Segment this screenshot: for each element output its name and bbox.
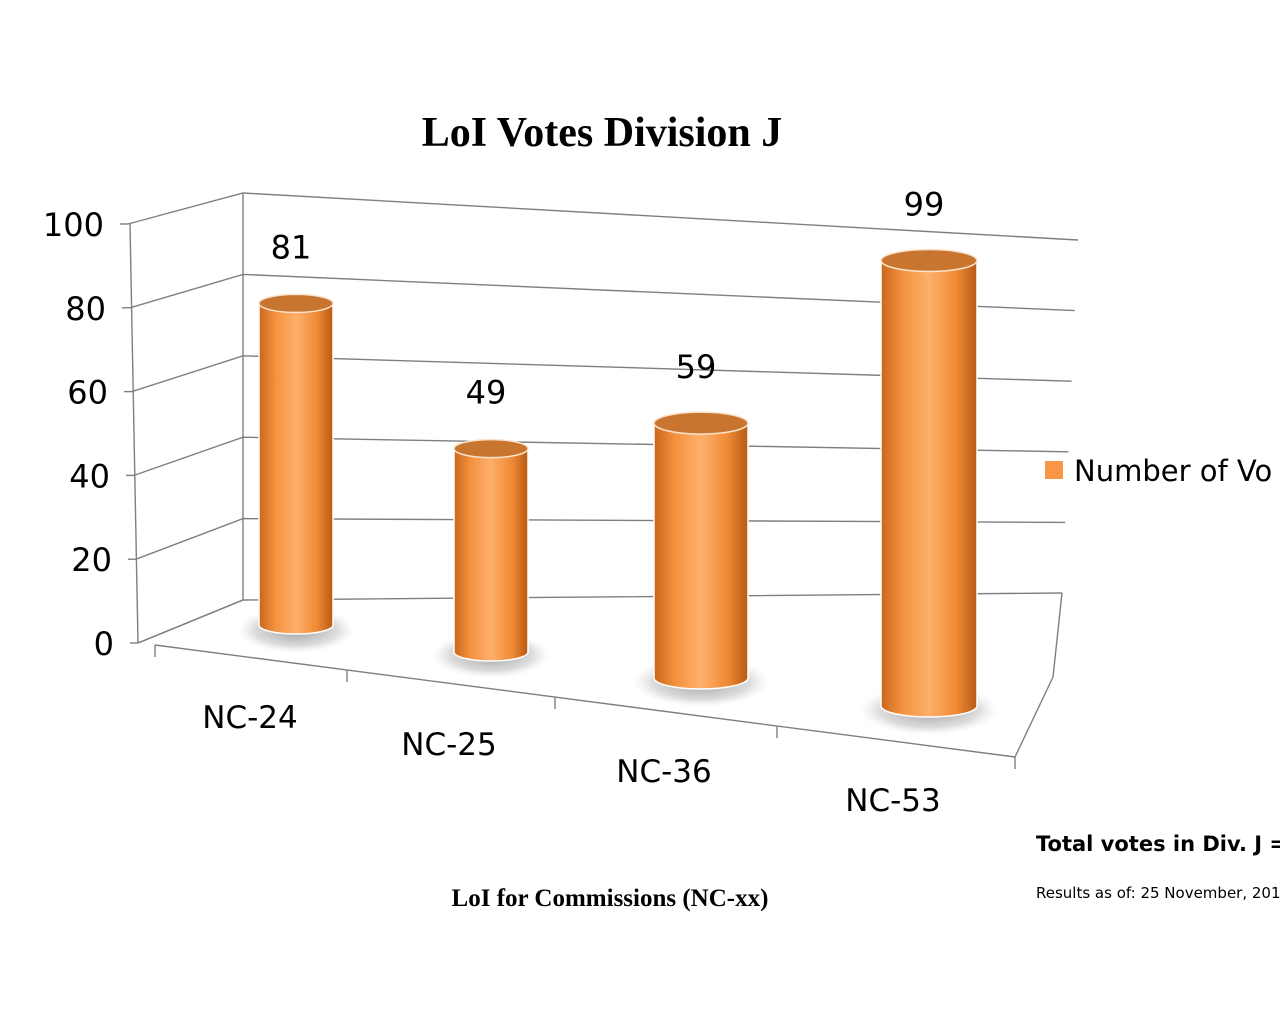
y-tick-label: 40 xyxy=(69,457,110,495)
legend-swatch xyxy=(1045,461,1063,479)
legend: Number of Vo xyxy=(1045,454,1272,488)
bar-top xyxy=(453,438,529,459)
x-tick-label: NC-53 xyxy=(845,783,940,819)
bar-top xyxy=(880,248,978,273)
y-tick-label: 0 xyxy=(94,625,114,663)
bar-body xyxy=(453,447,529,662)
bar xyxy=(632,411,770,707)
bar-body xyxy=(880,259,978,718)
data-labels: 81 49 59 99 xyxy=(271,186,945,412)
data-label: 49 xyxy=(466,374,507,412)
bar-body xyxy=(653,422,749,690)
legend-label: Number of Vo xyxy=(1074,454,1272,488)
y-tick-label: 80 xyxy=(65,290,106,328)
y-axis-line xyxy=(129,223,139,644)
floor-right-edge xyxy=(1014,676,1054,758)
chart-title: LoI Votes Division J xyxy=(422,110,783,156)
x-tick-label: NC-36 xyxy=(616,754,711,790)
bar xyxy=(859,248,999,735)
results-date-note: Results as of: 25 November, 2014 xyxy=(1036,884,1280,902)
data-label: 59 xyxy=(676,348,717,386)
floor-back-right-edge xyxy=(1052,592,1063,678)
x-axis-line xyxy=(154,644,1016,758)
x-tick-label: NC-24 xyxy=(202,700,297,736)
bar xyxy=(237,293,355,653)
y-tick-labels: 0 20 40 60 80 100 xyxy=(43,206,114,663)
floor-left-edge xyxy=(137,599,244,644)
y-tick-label: 100 xyxy=(43,206,104,244)
y-tick-label: 60 xyxy=(67,374,108,412)
bars xyxy=(237,248,999,735)
y-tick-label: 20 xyxy=(71,541,112,579)
data-label: 81 xyxy=(271,228,312,266)
bar-body xyxy=(258,302,334,635)
bar-top xyxy=(653,411,749,435)
x-axis-title: LoI for Commissions (NC-xx) xyxy=(452,885,769,912)
data-label: 99 xyxy=(904,186,945,224)
bar xyxy=(432,438,550,678)
bar-top xyxy=(258,293,334,314)
total-votes-note: Total votes in Div. J = xyxy=(1036,832,1280,856)
category-labels: NC-24 NC-25 NC-36 NC-53 xyxy=(202,700,940,819)
axes xyxy=(120,193,1063,769)
x-tick-label: NC-25 xyxy=(401,727,496,763)
